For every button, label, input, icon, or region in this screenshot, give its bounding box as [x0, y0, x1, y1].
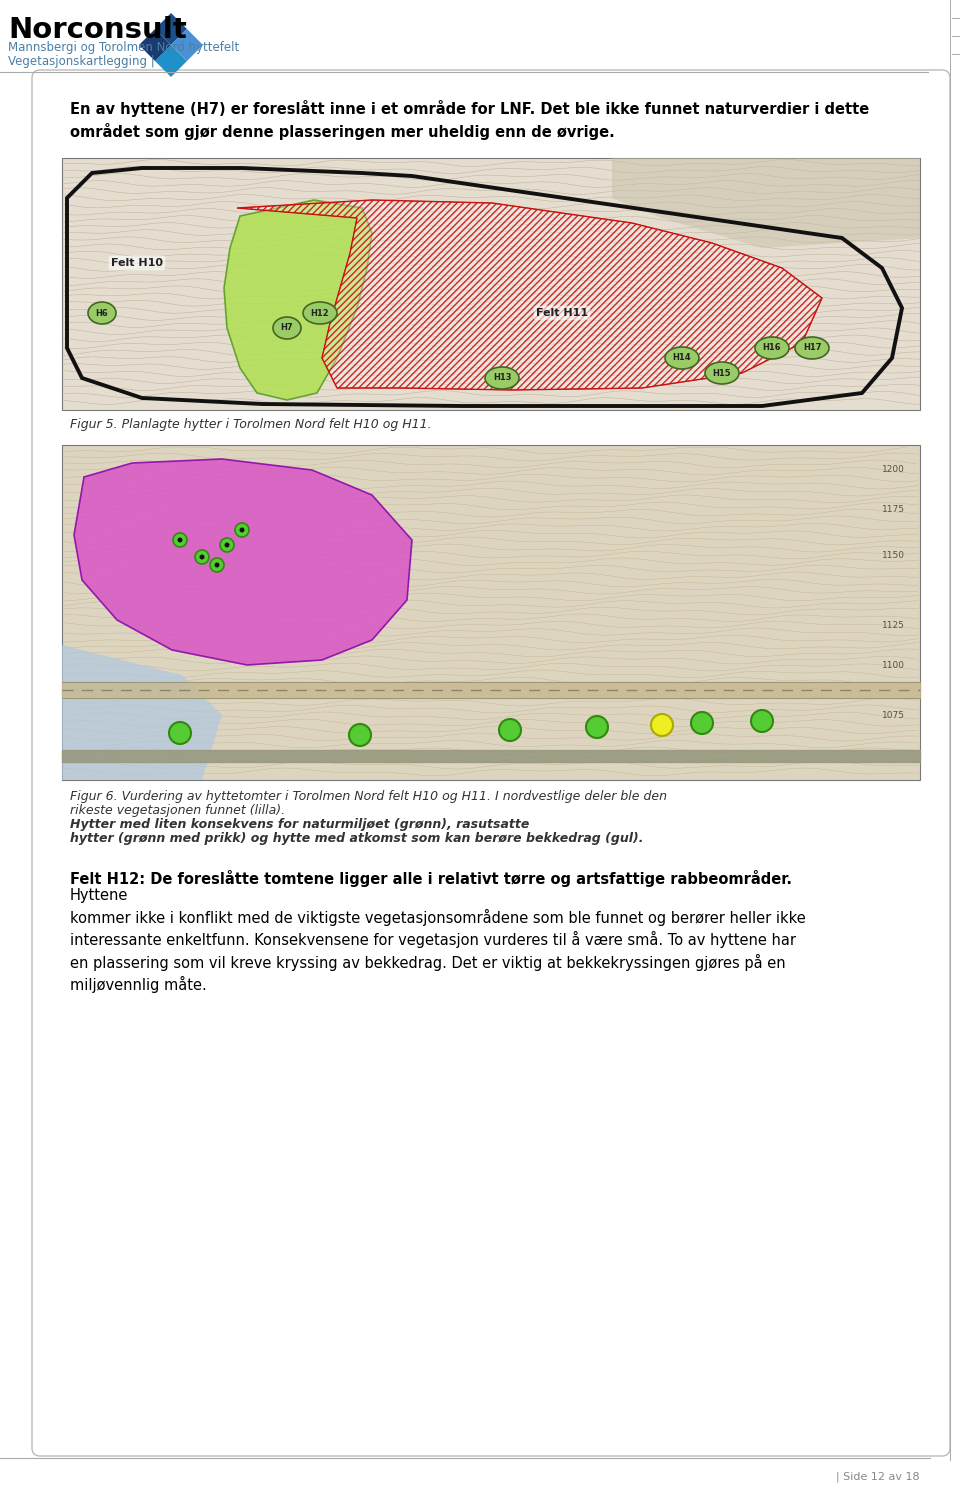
- Text: | Side 12 av 18: | Side 12 av 18: [836, 1472, 920, 1482]
- Polygon shape: [155, 45, 187, 78]
- Text: 1150: 1150: [882, 550, 905, 559]
- Circle shape: [173, 532, 187, 547]
- Text: Felt H12: De foreslåtte tomtene ligger alle i relativt tørre og artsfattige rabb: Felt H12: De foreslåtte tomtene ligger a…: [70, 871, 792, 887]
- Polygon shape: [155, 13, 187, 45]
- Text: Figur 6. Vurdering av hyttetomter i Torolmen Nord felt H10 og H11. I nordvestlig: Figur 6. Vurdering av hyttetomter i Toro…: [70, 790, 667, 804]
- Polygon shape: [62, 646, 222, 780]
- Circle shape: [220, 538, 234, 552]
- Ellipse shape: [273, 318, 301, 338]
- Text: Felt H11: Felt H11: [536, 309, 588, 318]
- Text: Hyttene
kommer ikke i konflikt med de viktigste vegetasjonsområdene som ble funn: Hyttene kommer ikke i konflikt med de vi…: [70, 889, 805, 993]
- Text: Mannsbergi og Torolmen Nord hyttefelt: Mannsbergi og Torolmen Nord hyttefelt: [8, 42, 239, 55]
- Polygon shape: [224, 200, 372, 400]
- Text: H17: H17: [803, 343, 821, 352]
- Ellipse shape: [88, 303, 116, 324]
- Circle shape: [651, 714, 673, 737]
- FancyBboxPatch shape: [62, 444, 920, 780]
- Text: 1100: 1100: [882, 661, 905, 669]
- Text: Vegetasjonskartlegging |: Vegetasjonskartlegging |: [8, 55, 155, 67]
- Ellipse shape: [485, 367, 519, 389]
- Ellipse shape: [303, 303, 337, 324]
- Circle shape: [586, 716, 608, 738]
- Circle shape: [200, 555, 204, 559]
- Circle shape: [210, 558, 224, 573]
- Text: rikeste vegetasjonen funnet (lilla).: rikeste vegetasjonen funnet (lilla).: [70, 804, 289, 817]
- Text: H14: H14: [673, 353, 691, 362]
- Circle shape: [169, 722, 191, 744]
- Text: Norconsult: Norconsult: [8, 16, 187, 45]
- Text: Figur 5. Planlagte hytter i Torolmen Nord felt H10 og H11.: Figur 5. Planlagte hytter i Torolmen Nor…: [70, 417, 432, 431]
- Text: H15: H15: [712, 368, 732, 377]
- Text: Hytter med liten konsekvens for naturmiljøet (grønn), rasutsatte: Hytter med liten konsekvens for naturmil…: [70, 819, 529, 830]
- Polygon shape: [237, 200, 822, 391]
- Circle shape: [195, 550, 209, 564]
- Text: H13: H13: [492, 374, 512, 383]
- Ellipse shape: [795, 337, 829, 359]
- Polygon shape: [74, 459, 412, 665]
- Text: H6: H6: [96, 309, 108, 318]
- Text: En av hyttene (H7) er foreslått inne i et område for LNF. Det ble ikke funnet na: En av hyttene (H7) er foreslått inne i e…: [70, 100, 869, 140]
- Polygon shape: [139, 28, 171, 61]
- Polygon shape: [612, 158, 920, 248]
- Circle shape: [235, 523, 249, 537]
- Text: H7: H7: [280, 324, 294, 332]
- Polygon shape: [171, 28, 203, 61]
- Ellipse shape: [665, 347, 699, 368]
- Circle shape: [691, 713, 713, 734]
- Text: 1200: 1200: [882, 465, 905, 474]
- Text: 1125: 1125: [882, 620, 905, 629]
- Circle shape: [214, 562, 220, 568]
- Circle shape: [751, 710, 773, 732]
- FancyBboxPatch shape: [62, 158, 920, 410]
- Circle shape: [499, 719, 521, 741]
- Text: H16: H16: [762, 343, 781, 352]
- Text: 1175: 1175: [882, 505, 905, 514]
- Text: Felt H10: Felt H10: [111, 258, 163, 268]
- Circle shape: [225, 543, 229, 547]
- Text: 1075: 1075: [882, 711, 905, 720]
- Ellipse shape: [755, 337, 789, 359]
- Circle shape: [349, 725, 371, 746]
- Circle shape: [178, 537, 182, 543]
- Text: hytter (grønn med prikk) og hytte med atkomst som kan berøre bekkedrag (gul).: hytter (grønn med prikk) og hytte med at…: [70, 832, 643, 845]
- Ellipse shape: [705, 362, 739, 385]
- Text: H12: H12: [311, 309, 329, 318]
- Circle shape: [239, 528, 245, 532]
